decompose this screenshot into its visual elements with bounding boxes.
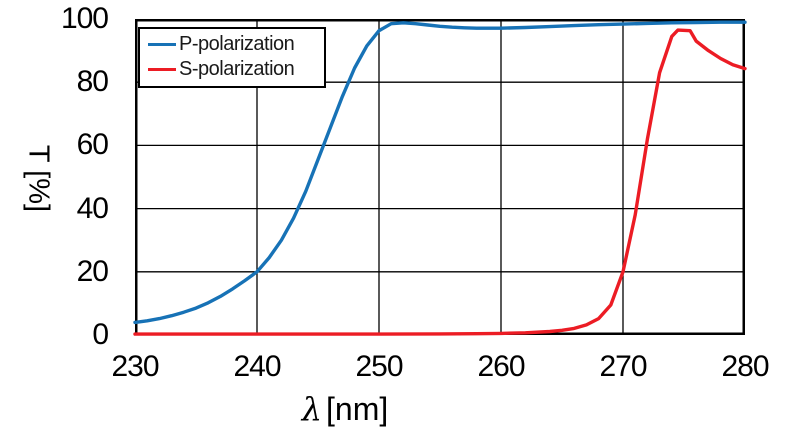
y-tick-label: 60 — [76, 128, 109, 162]
x-tick-label: 260 — [477, 350, 525, 383]
y-tick-label: 80 — [76, 65, 109, 99]
y-tick-label: 40 — [76, 191, 109, 225]
x-tick-label: 250 — [355, 350, 403, 383]
lambda-symbol: λ — [301, 390, 323, 428]
x-axis-unit: [nm] — [326, 391, 389, 427]
legend-box: P-polarization S-polarization — [138, 27, 326, 88]
y-tick-label: 20 — [76, 254, 109, 288]
legend-item: P-polarization — [148, 32, 318, 57]
legend-line-sample — [148, 67, 176, 72]
grid-lines — [135, 19, 745, 335]
legend-label: P-polarization — [179, 33, 295, 55]
y-tick-label: 0 — [92, 318, 109, 351]
series-line-p-polarization — [133, 20, 747, 325]
legend-label: S-polarization — [179, 58, 295, 80]
x-tick-label: 240 — [233, 350, 281, 383]
legend-line-sample — [148, 42, 176, 47]
y-axis-title: T [%] — [22, 144, 55, 213]
plot-area — [133, 19, 747, 336]
series-line-s-polarization — [133, 28, 747, 336]
legend-item: S-polarization — [148, 57, 318, 82]
x-tick-label: 270 — [599, 350, 647, 383]
x-tick-label: 230 — [111, 350, 159, 383]
x-tick-label: 280 — [721, 350, 769, 383]
data-series — [133, 20, 747, 336]
y-tick-label: 100 — [60, 2, 109, 35]
x-axis-title: λ [nm] — [245, 390, 445, 428]
